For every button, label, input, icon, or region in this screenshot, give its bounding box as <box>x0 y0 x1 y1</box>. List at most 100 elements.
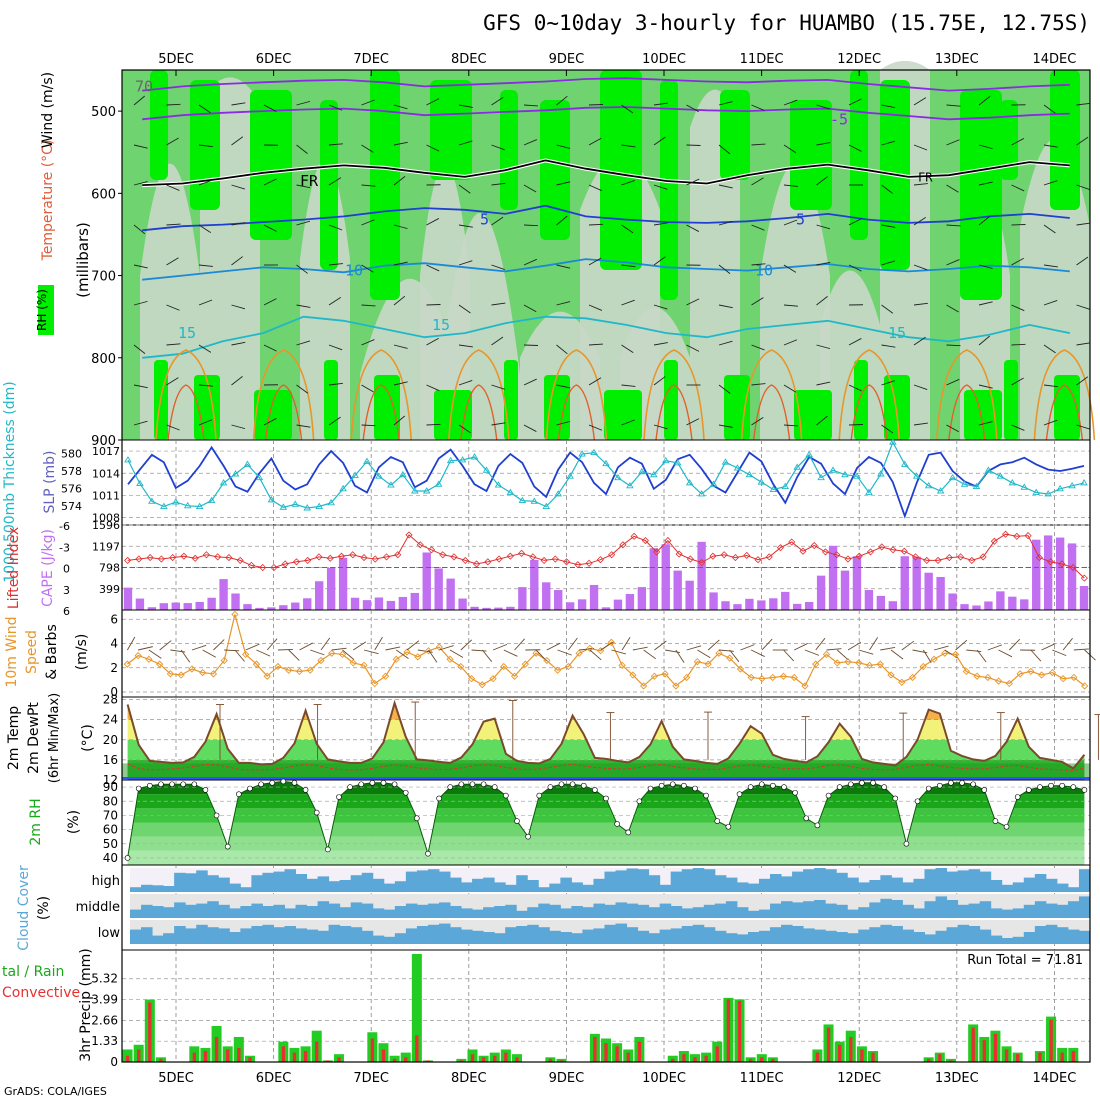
cloud-bar <box>1057 884 1069 892</box>
rh-tick-label: 90 <box>103 780 118 794</box>
cloud-bar <box>616 924 628 944</box>
cloud-bar <box>494 882 506 892</box>
contour-label: 10 <box>345 262 363 280</box>
rh-marker <box>826 793 831 798</box>
cape-tick-label: 1197 <box>92 540 120 553</box>
date-label-top: 8DEC <box>451 52 487 67</box>
precip-convective-bar <box>237 1048 240 1062</box>
rh-marker <box>592 787 597 792</box>
cloud-bar <box>991 908 1003 918</box>
slp-tick-label: 1014 <box>92 467 120 480</box>
rh-marker <box>704 793 709 798</box>
cloud-bar <box>196 870 208 892</box>
precip-convective-bar <box>938 1054 941 1062</box>
rh-marker <box>125 855 130 860</box>
cloud-bar <box>284 908 296 918</box>
rh-marker <box>236 792 241 797</box>
rh-marker <box>770 783 775 788</box>
cloud-bar <box>229 884 241 892</box>
cape-bar <box>889 601 897 610</box>
cloud-bar <box>307 906 319 918</box>
date-label-bottom: 8DEC <box>451 1071 487 1086</box>
cloud-bar <box>660 930 672 944</box>
cape-bar <box>578 599 586 610</box>
cloud-bar <box>947 900 959 918</box>
cape-bar <box>1080 586 1088 610</box>
rh-moist-area <box>190 80 220 210</box>
cloud-bar <box>373 908 385 918</box>
cape-bar <box>984 601 992 610</box>
cloud-bar <box>649 907 661 918</box>
rh-marker <box>414 816 419 821</box>
cloud-bar <box>880 925 892 944</box>
rh-moist-area <box>884 375 910 440</box>
temp-tick-label: 20 <box>103 733 118 747</box>
date-label-bottom: 9DEC <box>549 1071 585 1086</box>
y-tick-label: 600 <box>91 187 116 202</box>
precip-convective-bar <box>727 999 730 1062</box>
cloud-bar <box>616 870 628 892</box>
cape-bar <box>924 573 932 610</box>
cloud-bar <box>770 927 782 944</box>
rh-marker <box>915 799 920 804</box>
cloud-bar <box>593 879 605 892</box>
cape-bar <box>841 571 849 610</box>
cloud-bar <box>527 907 539 918</box>
precip-convective-bar <box>315 1042 318 1062</box>
rh-moist-area <box>500 90 518 210</box>
cloud-bar <box>472 931 484 944</box>
rh-marker <box>804 816 809 821</box>
cloud-bar <box>847 933 859 944</box>
cloud-bar <box>858 930 870 944</box>
cloud-bar <box>847 878 859 892</box>
cloud-bar <box>174 926 186 944</box>
cape-bar <box>674 571 682 610</box>
rh-marker <box>859 780 864 785</box>
rh-marker <box>748 785 753 790</box>
run-total-annotation: Run Total = 71.81 <box>967 953 1083 968</box>
cloud-bar <box>638 931 650 944</box>
cloud-bar <box>803 869 815 892</box>
li-tick-label: -6 <box>59 520 70 533</box>
cloud-bar <box>428 869 440 892</box>
cloud-bar <box>1024 878 1036 892</box>
cloud-bar <box>1079 896 1091 918</box>
cloud-bar <box>726 878 738 892</box>
cloud-row-label: high <box>92 874 120 889</box>
cloud-row-label: middle <box>76 900 120 915</box>
cloud-bar <box>185 928 197 944</box>
cape-bar <box>339 558 347 610</box>
cloud-bar <box>141 885 153 892</box>
cape-bar <box>375 597 383 610</box>
precip-legend-total: tal / Rain <box>2 964 64 980</box>
cloud-bar <box>262 925 274 944</box>
cloud-bar <box>792 902 804 918</box>
rh-marker <box>203 787 208 792</box>
precip-convective-bar <box>827 1028 830 1062</box>
rh-marker <box>604 796 609 801</box>
cloud-bar <box>527 925 539 944</box>
contour-label: 70 <box>135 77 153 95</box>
cloud-bar <box>152 936 164 944</box>
cape-bar <box>219 579 227 610</box>
cloud-bar <box>671 928 683 944</box>
cloud-bar <box>759 910 771 918</box>
cloud-bar <box>880 899 892 918</box>
cloud-bar <box>726 933 738 944</box>
cloud-bar <box>472 910 484 918</box>
precip-convective-bar <box>871 1053 874 1062</box>
rh-moist-area <box>604 390 642 440</box>
cloud-bar <box>318 931 330 944</box>
rh-marker <box>882 785 887 790</box>
cloud-bar <box>969 904 981 918</box>
cloud-bar <box>417 926 429 944</box>
cloud-bar <box>384 910 396 918</box>
cloud-bar <box>284 926 296 944</box>
cape-bar <box>757 600 765 610</box>
thickness-tick-label: 574 <box>61 500 82 513</box>
date-label-top: 14DEC <box>1032 52 1076 67</box>
cape-bar <box>709 592 717 610</box>
cloud-bar <box>505 927 517 944</box>
